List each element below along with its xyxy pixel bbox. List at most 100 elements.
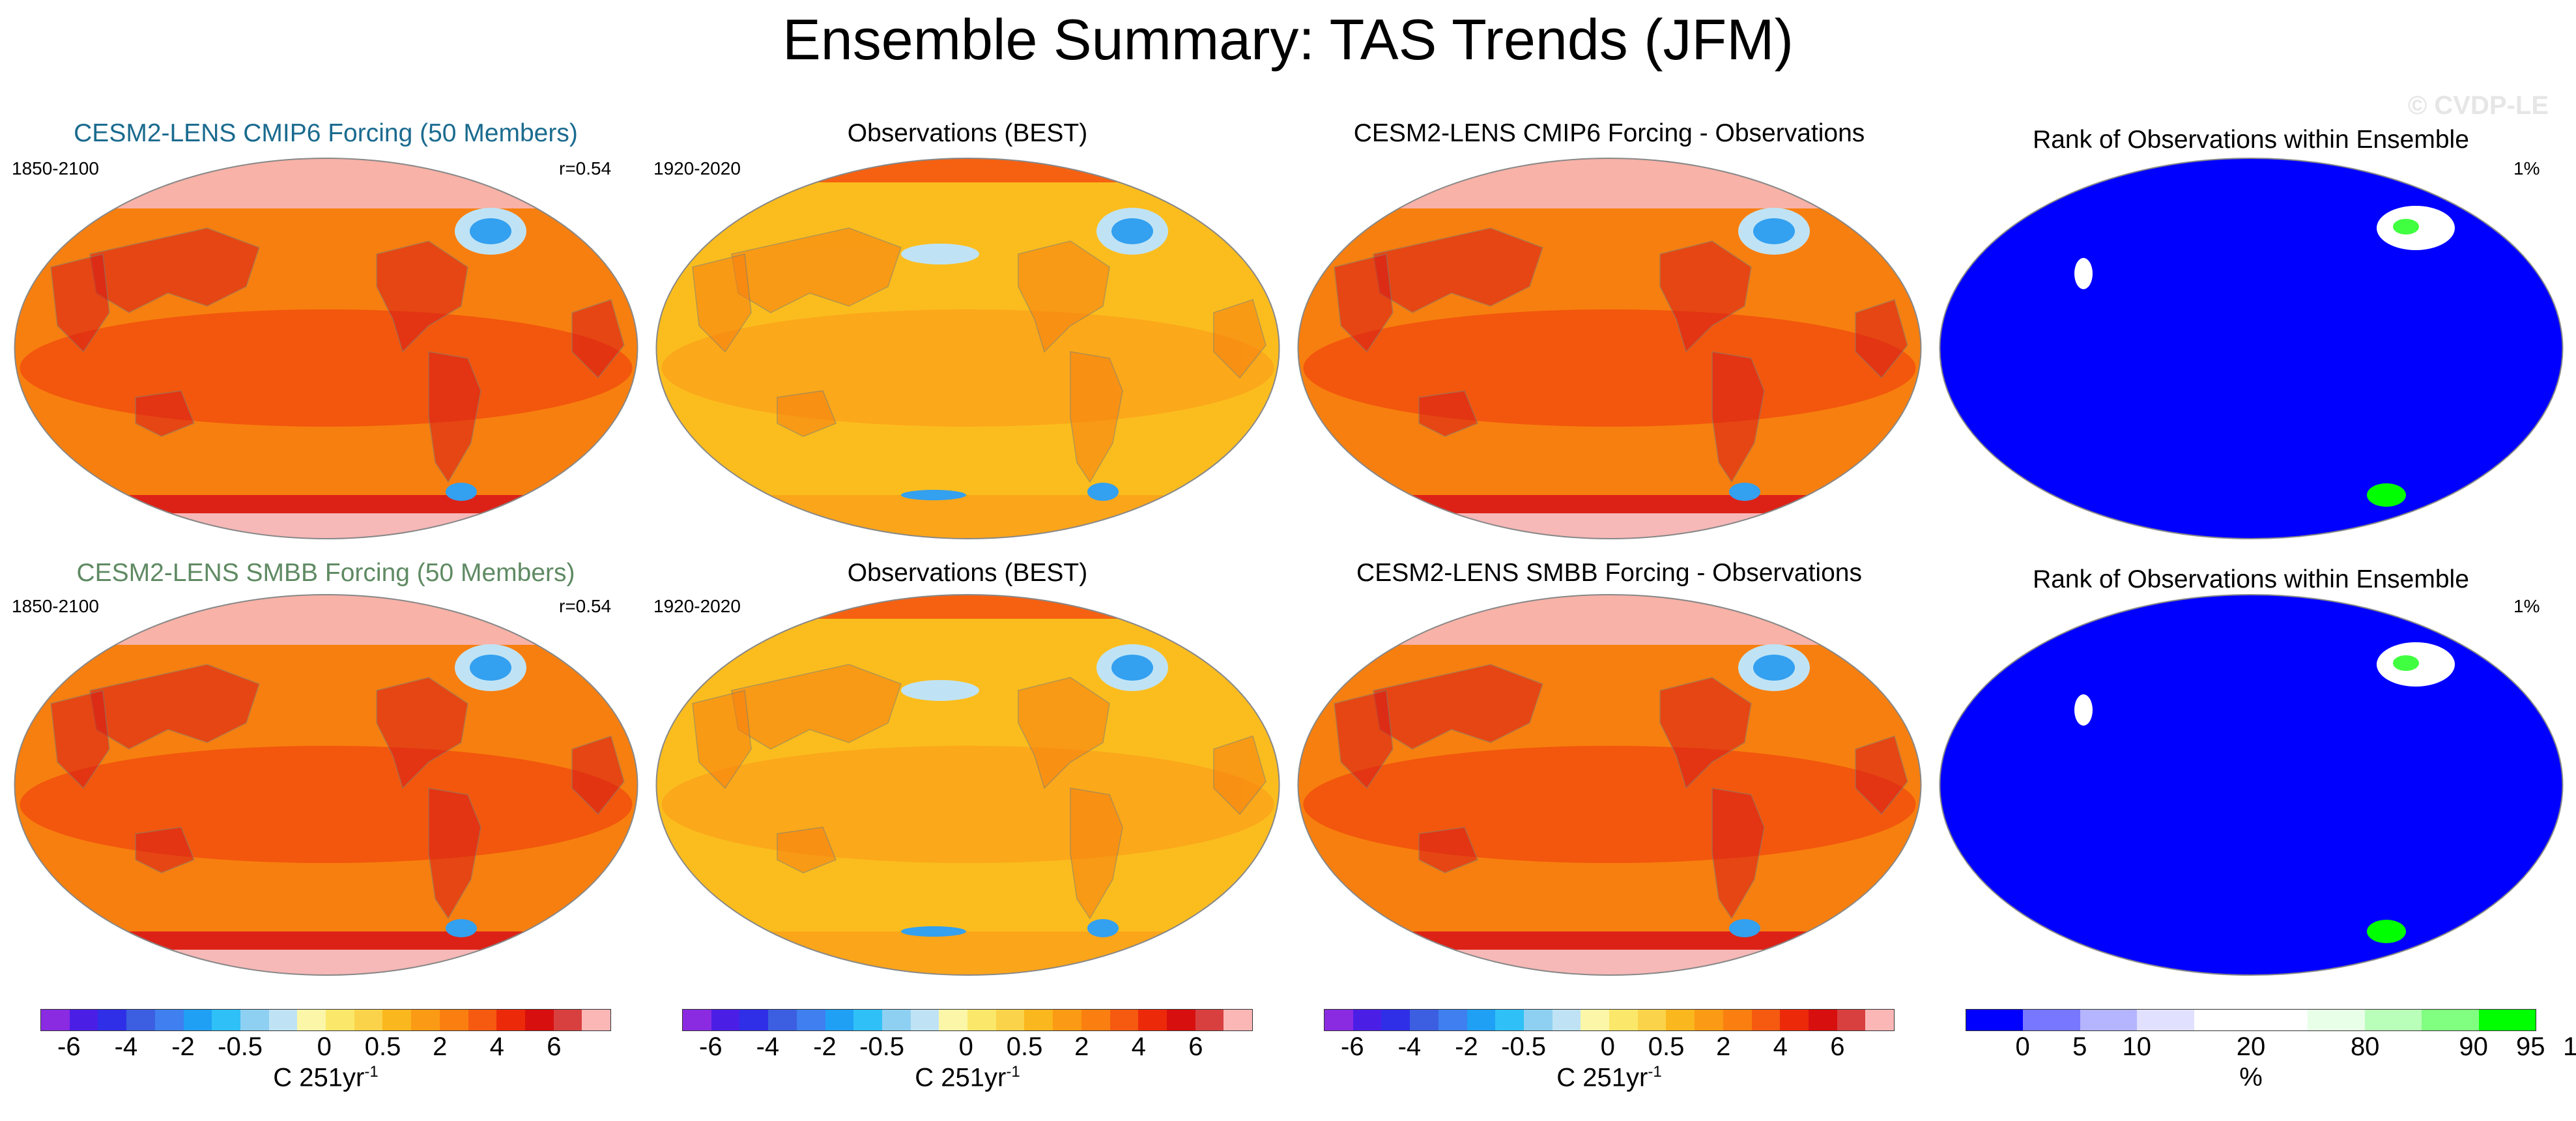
map-tropical-band [1945,746,2558,863]
continent-outline [135,827,195,873]
antarctic-region [656,495,1280,539]
continent-outline [1855,735,1908,816]
colorbar-swatch [768,1010,797,1030]
map-tropical-band [20,746,633,863]
north-atlantic-anomaly-core [470,218,511,244]
continent-outline [1070,788,1123,920]
continent-outline [1213,299,1267,379]
difference-trend-map [1295,593,1924,977]
colorbar-tick-label: -6 [1341,1032,1364,1061]
colorbar-swatch [41,1010,70,1030]
colorbar-tick-label: 20 [2236,1032,2266,1061]
colorbar-swatch [2080,1010,2138,1030]
map-plot [1297,158,1922,539]
colorbar-swatch [1966,1010,2024,1030]
continent-outline [376,240,468,353]
colorbar-swatch [825,1010,854,1030]
colorbar-swatch [1609,1010,1638,1030]
colorbar-tick-label: 95 [2515,1032,2545,1061]
rank-percent: 1% [2513,596,2540,616]
colorbar-tick-label: 5 [2072,1032,2087,1061]
southern-ocean-anomaly [1729,919,1760,937]
north-atlantic-anomaly-core [2393,655,2419,671]
map-outline [1939,594,2564,976]
map-tropical-band [661,309,1274,427]
difference-panel-title: CESM2-LENS CMIP6 Forcing - Observations [1353,119,1865,147]
map-plot [655,158,1280,539]
map-plot [14,594,638,976]
colorbar-swatch [524,1010,554,1030]
ensemble-panel-title: CESM2-LENS SMBB Forcing (50 Members) [76,559,575,587]
map-outline [655,594,1280,976]
observations-panel-title: Observations (BEST) [847,119,1088,147]
colorbar-swatch [2422,1010,2479,1030]
observations-period: 1920-2020 [653,596,741,616]
continent-outline [1213,735,1267,816]
colorbar-tick-label: -4 [756,1032,780,1061]
colorbar-tick-label: 4 [1773,1032,1788,1061]
colorbar-swatch [1723,1010,1752,1030]
colorbar-tick-label: -0.5 [1501,1032,1547,1061]
north-atlantic-anomaly-core [1111,218,1153,244]
colorbar-swatch [1837,1010,1866,1030]
colorbar-swatch [1666,1010,1695,1030]
north-atlantic-anomaly-core [2393,219,2419,234]
southern-ocean-anomaly [2367,920,2406,943]
colorbar-tick-label: 2 [1716,1032,1731,1061]
colorbar-swatch [98,1010,127,1030]
continent-outline [1018,240,1110,353]
colorbar-tick-label: 6 [1188,1032,1203,1061]
colorbar-swatch [2478,1010,2536,1030]
colorbar-unit-label: C 251yr-1 [273,1063,378,1092]
colorbar-tick-label: -0.5 [218,1032,263,1061]
continent-outline [135,390,195,437]
continent-outline [50,690,110,789]
continent-outline [1418,827,1478,873]
colorbar-tick-label: 0.5 [364,1032,401,1061]
colorbar-tick-label: -2 [1455,1032,1478,1061]
continent-outline [1334,690,1394,789]
colorbar-swatch [1352,1010,1382,1030]
rank-panel-title: Rank of Observations within Ensemble [2033,565,2469,593]
colorbar-swatch [995,1010,1025,1030]
watermark: © CVDP-LE [2407,91,2549,120]
continent-outline [1659,240,1752,353]
antarctic-cap [14,513,638,539]
continent-outline [428,351,481,483]
colorbar-swatch [468,1010,497,1030]
colorbar-tick-label: 0 [317,1032,332,1061]
colorbar-unit-label: % [2239,1063,2263,1092]
trend-colorbar [682,1009,1253,1031]
colorbar-swatch [1780,1010,1809,1030]
southern-ocean-anomaly-west [901,926,966,937]
arctic-region [1298,158,1921,208]
colorbar-swatch [2364,1010,2422,1030]
colorbar-swatch [212,1010,240,1030]
trend-colorbar [40,1009,611,1031]
southern-ocean-anomaly [1729,483,1760,501]
observations-period: 1920-2020 [653,158,741,178]
colorbar-tick-label: 90 [2459,1032,2488,1061]
continent-outline [571,299,625,379]
map-plot [1939,594,2564,976]
map-tropical-band [1303,309,1916,427]
north-atlantic-anomaly-core [470,655,511,681]
arctic-region [1298,595,1921,645]
colorbar-tick-label: 0 [2015,1032,2030,1061]
arctic-region [656,158,1280,182]
colorbar-unit-text: C 251yr [273,1063,365,1092]
colorbar-swatch [553,1010,582,1030]
figure-title: Ensemble Summary: TAS Trends (JFM) [782,7,1794,72]
colorbar-swatch [967,1010,996,1030]
continent-outline [571,735,625,816]
continent-outline [376,677,468,789]
colorbar-swatch [1695,1010,1723,1030]
colorbar-swatch [496,1010,525,1030]
colorbar-swatch [939,1010,968,1030]
colorbar-swatch [582,1010,611,1030]
map-outline [1297,594,1922,976]
antarctic-cap [1298,513,1921,539]
arctic-region [656,595,1280,619]
continent-outline [1018,677,1110,789]
colorbar-swatch [1081,1010,1110,1030]
